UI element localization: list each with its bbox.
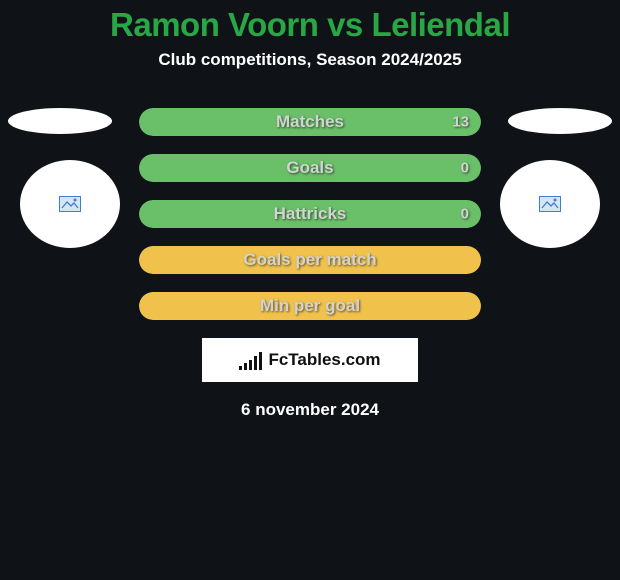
stat-rows: Matches 13 Goals 0 Hattricks 0 Goals per match…	[139, 108, 481, 320]
branding-bar	[254, 356, 257, 370]
branding: FcTables.com	[202, 338, 418, 382]
branding-bars-icon	[239, 350, 262, 370]
branding-bar	[239, 366, 242, 370]
decor-ellipse-right	[508, 108, 612, 134]
branding-bar	[244, 363, 247, 370]
player-circle-right	[500, 160, 600, 248]
stat-row-label: Min per goal	[260, 296, 360, 316]
player-circle-left	[20, 160, 120, 248]
stat-row-value: 0	[461, 160, 469, 177]
stat-row-label: Matches	[276, 112, 344, 132]
page-title: Ramon Voorn vs Leliendal	[0, 0, 620, 44]
stat-row-label: Hattricks	[274, 204, 347, 224]
branding-bar	[249, 360, 252, 370]
footer-date: 6 november 2024	[0, 400, 620, 420]
image-placeholder-icon	[539, 196, 561, 212]
image-placeholder-icon	[59, 196, 81, 212]
stat-row-value: 0	[461, 206, 469, 223]
stat-row: Goals 0	[139, 154, 481, 182]
stat-row-value: 13	[452, 114, 469, 131]
stat-row: Hattricks 0	[139, 200, 481, 228]
page-subtitle: Club competitions, Season 2024/2025	[0, 50, 620, 70]
decor-ellipse-left	[8, 108, 112, 134]
stat-row-label: Goals per match	[243, 250, 376, 270]
comparison-stage: Matches 13 Goals 0 Hattricks 0 Goals per match…	[0, 108, 620, 320]
stat-row: Matches 13	[139, 108, 481, 136]
branding-bar	[259, 352, 262, 370]
branding-text: FcTables.com	[268, 350, 380, 370]
stat-row-label: Goals	[286, 158, 333, 178]
stat-row: Min per goal	[139, 292, 481, 320]
stat-row: Goals per match	[139, 246, 481, 274]
